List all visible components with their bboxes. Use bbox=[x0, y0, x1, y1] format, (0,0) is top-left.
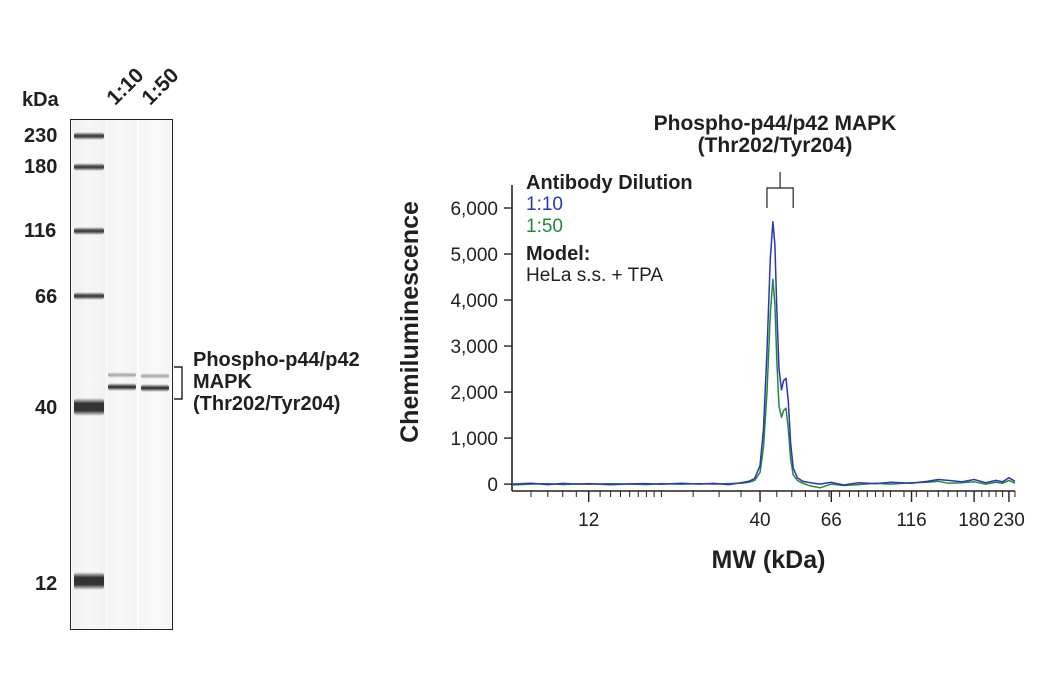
x-tick-label: 66 bbox=[821, 510, 842, 531]
x-tick-label: 116 bbox=[896, 510, 926, 531]
ladder-band-40 bbox=[74, 398, 104, 416]
sample-lane-1-10 bbox=[107, 120, 137, 629]
mw-marker-180: 180 bbox=[24, 156, 58, 178]
legend-model-heading: Model: bbox=[526, 243, 591, 265]
gel-band-bracket bbox=[174, 366, 183, 400]
ladder-band-12 bbox=[74, 572, 104, 590]
mw-marker-66: 66 bbox=[35, 286, 58, 308]
peak-bracket bbox=[766, 172, 794, 208]
gel-annotation-line3: (Thr202/Tyr204) bbox=[193, 393, 341, 415]
gel-band-annotation: Phospho-p44/p42 MAPK (Thr202/Tyr204) bbox=[193, 349, 360, 415]
ladder-band-116 bbox=[74, 227, 104, 235]
y-axis-title: Chemiluminescence bbox=[396, 201, 424, 443]
x-tick-label: 180 bbox=[958, 510, 990, 531]
gel-kda-label: kDa bbox=[22, 89, 59, 111]
sample-band-upper bbox=[108, 372, 136, 378]
peak-title: Phospho-p44/p42 MAPK (Thr202/Tyr204) bbox=[625, 113, 925, 157]
mw-marker-12: 12 bbox=[35, 573, 58, 595]
x-tick-label: 12 bbox=[578, 510, 599, 531]
mw-marker-40: 40 bbox=[35, 397, 58, 419]
x-tick-label: 40 bbox=[749, 510, 770, 531]
y-tick-label: 3,000 bbox=[450, 337, 498, 358]
ladder-band-66 bbox=[74, 292, 104, 300]
mw-marker-230: 230 bbox=[24, 125, 58, 147]
series-line-1-50 bbox=[511, 278, 1016, 489]
ladder-lane bbox=[72, 120, 106, 629]
y-tick-label: 5,000 bbox=[450, 245, 498, 266]
legend-series-1-10: 1:10 bbox=[526, 194, 563, 215]
legend-series-1-50: 1:50 bbox=[526, 216, 563, 237]
y-tick-label: 6,000 bbox=[450, 199, 498, 220]
legend-model-value: HeLa s.s. + TPA bbox=[526, 265, 664, 286]
peak-title-line1: Phospho-p44/p42 MAPK bbox=[653, 112, 897, 135]
ladder-band-180 bbox=[74, 163, 104, 171]
y-tick-label: 2,000 bbox=[450, 383, 498, 404]
y-tick-label: 4,000 bbox=[450, 291, 498, 312]
series-line-1-10 bbox=[511, 221, 1016, 486]
chart-legend: Antibody Dilution 1:10 1:50 Model: HeLa … bbox=[526, 172, 693, 287]
ladder-band-230 bbox=[74, 132, 104, 140]
sample-band-upper bbox=[141, 373, 169, 379]
sample-band-lower bbox=[141, 384, 169, 392]
y-tick-label: 1,000 bbox=[450, 429, 498, 450]
gel-annotation-line2: MAPK bbox=[193, 371, 252, 393]
y-tick-label: 0 bbox=[487, 475, 498, 496]
legend-heading: Antibody Dilution bbox=[526, 172, 693, 194]
sample-lane-1-50 bbox=[139, 120, 171, 629]
x-axis-title: MW (kDa) bbox=[712, 546, 826, 574]
gel-annotation-line1: Phospho-p44/p42 bbox=[193, 349, 360, 371]
gel-image bbox=[70, 119, 173, 630]
mw-marker-116: 116 bbox=[24, 220, 57, 242]
sample-band-lower bbox=[108, 383, 136, 391]
peak-title-line2: (Thr202/Tyr204) bbox=[697, 134, 853, 157]
x-tick-label: 230 bbox=[993, 510, 1025, 531]
